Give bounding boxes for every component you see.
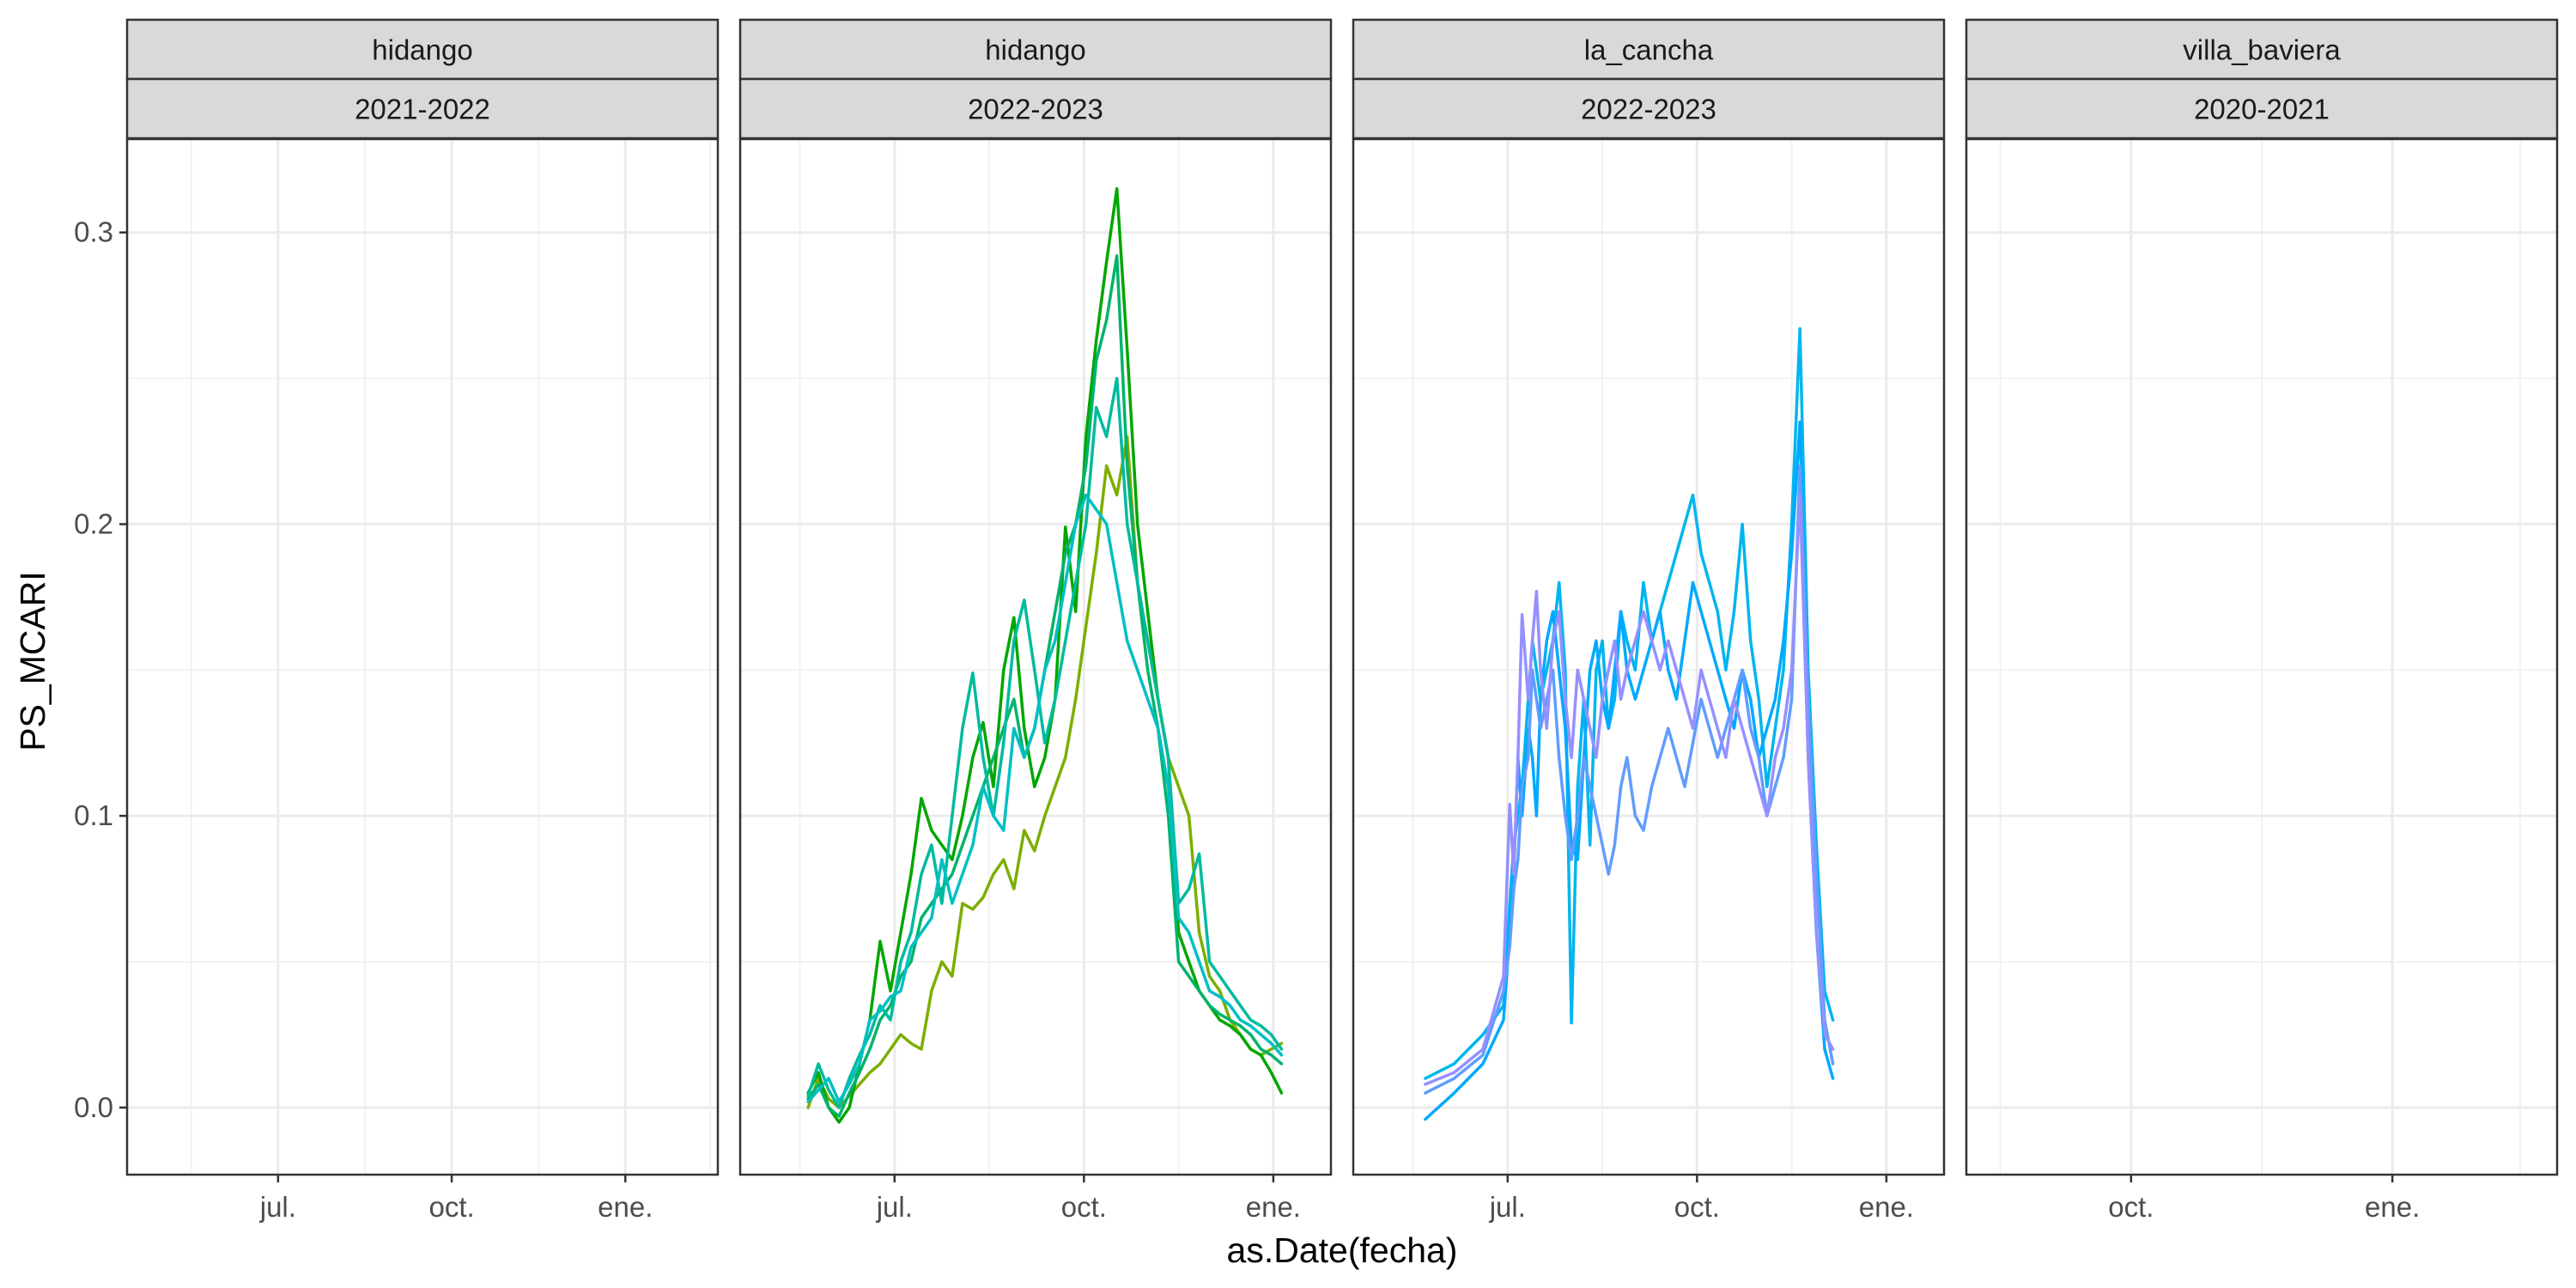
facet-strip-label-season: 2021-2022	[355, 94, 490, 125]
facet-strip-bottom	[125, 77, 720, 140]
y-tick-label: 0.2	[74, 507, 113, 539]
facet-strip-top	[125, 18, 720, 81]
panel-border	[738, 137, 1333, 1176]
panel-border	[125, 137, 720, 1176]
y-tick-label: 0.0	[74, 1091, 113, 1123]
x-tick-label: oct.	[1674, 1191, 1720, 1223]
x-tick-label: ene.	[598, 1191, 653, 1223]
x-tick-label: ene.	[1859, 1191, 1914, 1223]
y-axis-title: PS_MCARI	[13, 571, 52, 751]
facet-strip-top	[738, 18, 1333, 81]
series-line	[806, 187, 1284, 1124]
facet-panel: villa_baviera 2020-2021 oct. ene.	[1965, 18, 2559, 1223]
panel-grid	[127, 139, 718, 1175]
series-line	[806, 376, 1284, 1109]
facet-strip-bottom	[738, 77, 1333, 140]
facet-strip-label-season: 2022-2023	[968, 94, 1103, 125]
facet-panels: hidango 2021-2022 jul. oct. ene. hidango 2022-…	[125, 18, 2559, 1223]
panel-grid	[740, 139, 1331, 1175]
facet-strip-bottom	[1965, 77, 2559, 140]
facet-panel: la_cancha 2022-2023 jul. oct. ene.	[1352, 18, 1946, 1223]
facet-strip-label-season: 2022-2023	[1581, 94, 1716, 125]
panel-grid	[1966, 139, 2557, 1175]
y-axis: 0.0 0.1 0.2 0.3	[74, 216, 127, 1123]
series-line	[806, 434, 1284, 1109]
series-line	[806, 254, 1284, 1118]
series-line	[806, 493, 1284, 1103]
x-tick-label: oct.	[2108, 1191, 2154, 1223]
x-tick-label: jul.	[259, 1191, 296, 1223]
x-tick-label: jul.	[1489, 1191, 1526, 1223]
facet-strip-top	[1352, 18, 1946, 81]
series-line	[1424, 464, 1835, 1095]
y-tick-label: 0.3	[74, 216, 113, 248]
facet-strip-top	[1965, 18, 2559, 81]
facet-strip-label-site: hidango	[372, 34, 472, 66]
x-tick-label: ene.	[2365, 1191, 2420, 1223]
facet-panel: hidango 2021-2022 jul. oct. ene.	[125, 18, 720, 1223]
facet-strip-label-site: la_cancha	[1584, 34, 1714, 66]
facet-panel: hidango 2022-2023 jul. oct. ene.	[738, 18, 1333, 1223]
series-line	[1424, 493, 1835, 1086]
y-tick-label: 0.1	[74, 799, 113, 831]
x-tick-label: jul.	[876, 1191, 913, 1223]
facet-strip-label-site: hidango	[985, 34, 1085, 66]
x-axis-title: as.Date(fecha)	[1227, 1230, 1458, 1270]
series-line	[1424, 327, 1835, 1080]
x-tick-label: ene.	[1246, 1191, 1301, 1223]
x-tick-label: oct.	[1061, 1191, 1107, 1223]
x-tick-label: oct.	[428, 1191, 474, 1223]
facet-strip-label-season: 2020-2021	[2194, 94, 2330, 125]
facet-strip-label-site: villa_baviera	[2183, 34, 2341, 66]
facet-strip-bottom	[1352, 77, 1946, 140]
